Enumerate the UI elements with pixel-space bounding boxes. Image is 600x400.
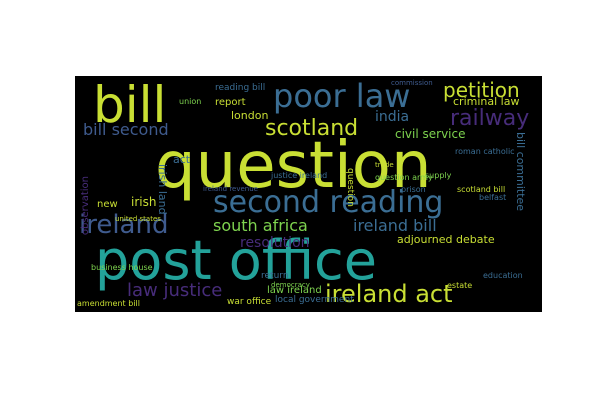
word-question: question bbox=[155, 129, 432, 203]
word-post-office: post office bbox=[95, 229, 377, 292]
word-question-army: question army bbox=[375, 173, 433, 182]
word-war-office: war office bbox=[227, 297, 272, 307]
word-irish-land: irish land bbox=[156, 164, 169, 215]
word-education: education bbox=[483, 271, 523, 280]
word-united-states: united states bbox=[115, 215, 161, 223]
word-union: union bbox=[179, 97, 202, 106]
word-belfast: belfast bbox=[479, 193, 507, 202]
word-bill-committee: bill committee bbox=[514, 132, 527, 212]
word-prison: prison bbox=[401, 185, 426, 194]
word-irish: irish bbox=[131, 195, 157, 209]
word-law-justice: law justice bbox=[127, 280, 223, 301]
word-law-ireland: law ireland bbox=[267, 285, 322, 296]
word-railway: railway bbox=[450, 106, 530, 131]
word-supply: supply bbox=[425, 171, 452, 180]
word-new: new bbox=[97, 199, 118, 210]
word-reading-bill: reading bill bbox=[215, 83, 266, 93]
word-ireland-revenue: ireland revenue bbox=[203, 185, 258, 193]
word-return: return bbox=[261, 271, 289, 281]
word-bill: bill bbox=[93, 76, 167, 134]
word-civil-service: civil service bbox=[395, 127, 466, 141]
word-trade: trade bbox=[375, 161, 394, 169]
word-question-small: question bbox=[345, 168, 355, 207]
word-south-africa: south africa bbox=[213, 216, 308, 235]
word-india: india bbox=[375, 109, 410, 125]
word-cloud: question post office bill poor law secon… bbox=[75, 76, 542, 312]
word-local-government: local government bbox=[275, 295, 354, 305]
word-estate: estate bbox=[447, 281, 473, 290]
word-petition: petition bbox=[443, 78, 520, 102]
word-democracy: democracy bbox=[271, 281, 310, 289]
word-report: report bbox=[215, 97, 246, 108]
word-second-reading: second reading bbox=[213, 185, 444, 220]
word-resolution: resolution bbox=[240, 235, 310, 251]
word-adjourned-debate: adjourned debate bbox=[397, 233, 495, 246]
word-business-house: business house bbox=[91, 263, 153, 272]
word-scotland: scotland bbox=[265, 116, 359, 141]
word-ireland-bill: ireland bill bbox=[353, 216, 437, 235]
word-london: london bbox=[231, 109, 269, 122]
word-poor-law: poor law bbox=[273, 77, 411, 115]
word-scotland-bill: scotland bill bbox=[457, 185, 506, 194]
word-ireland: ireland bbox=[79, 210, 169, 240]
word-roman-catholic: roman catholic bbox=[455, 147, 515, 156]
word-act: act bbox=[173, 153, 191, 166]
word-justice-ireland: justice ireland bbox=[271, 171, 328, 180]
word-bill-second: bill second bbox=[83, 120, 169, 139]
word-commission: commission bbox=[391, 79, 433, 87]
word-amendment-bill: amendment bill bbox=[77, 299, 140, 308]
word-criminal-law: criminal law bbox=[453, 95, 520, 108]
word-observation: observation bbox=[80, 176, 91, 236]
word-ireland-act: ireland act bbox=[325, 280, 453, 308]
